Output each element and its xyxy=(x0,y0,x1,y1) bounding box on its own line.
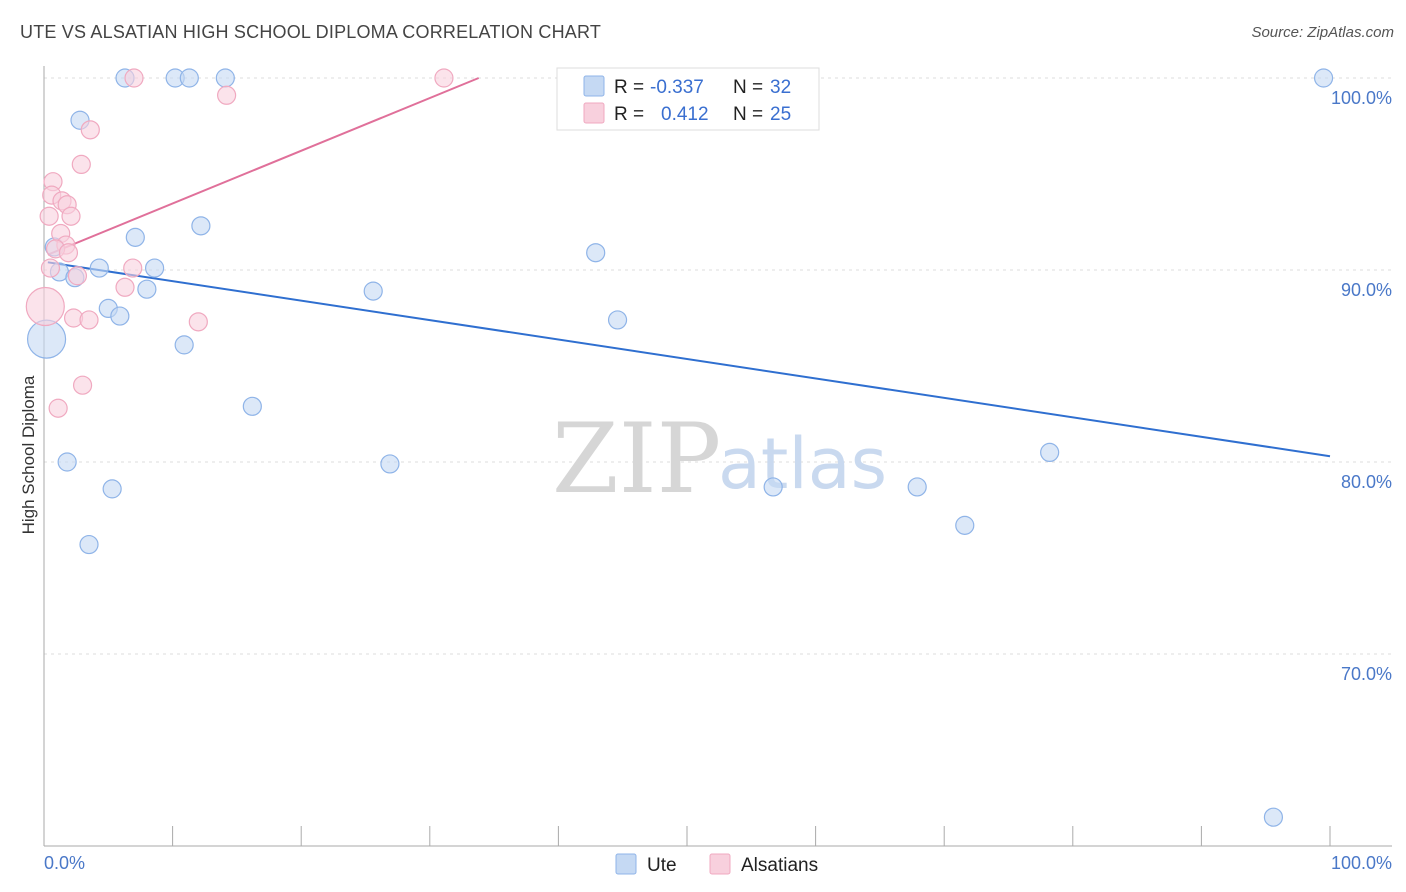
point-alsatians-23 xyxy=(72,375,93,395)
point-ute-5 xyxy=(1313,68,1334,88)
point-ute-24 xyxy=(380,454,400,474)
bottom-legend: Ute Alsatians xyxy=(615,853,818,876)
point-ute-27 xyxy=(763,477,783,497)
legend-n-label-ute: N = xyxy=(733,77,763,98)
legend-n-value-alsatians: 25 xyxy=(770,104,791,125)
point-alsatians-3 xyxy=(80,120,100,140)
legend-swatch-ute xyxy=(583,75,605,97)
point-alsatians-15 xyxy=(40,258,61,278)
point-alsatians-18 xyxy=(115,277,135,297)
point-ute-28 xyxy=(907,477,927,497)
watermark-atlas: atlas xyxy=(718,423,887,505)
point-ute-18 xyxy=(110,306,130,326)
point-alsatians-22 xyxy=(188,312,208,332)
y-tick-label-0: 100.0% xyxy=(1331,88,1392,108)
point-alsatians-17 xyxy=(67,266,88,286)
y-tick-label-2: 80.0% xyxy=(1341,472,1392,492)
legend-n-value-ute: 32 xyxy=(770,77,791,98)
data-points xyxy=(25,68,1334,827)
point-ute-2 xyxy=(179,68,199,88)
point-ute-3 xyxy=(215,68,235,88)
point-alsatians-2 xyxy=(217,85,237,105)
legend-r-value-alsatians: 0.412 xyxy=(661,104,709,125)
point-ute-10 xyxy=(586,243,606,263)
point-alsatians-4 xyxy=(71,154,91,174)
point-alsatians-9 xyxy=(39,206,59,226)
trend-lines xyxy=(47,77,1331,458)
point-ute-12 xyxy=(89,258,109,278)
point-ute-8 xyxy=(191,216,211,236)
point-alsatians-21 xyxy=(79,310,99,330)
bottom-legend-label-ute: Ute xyxy=(647,855,677,876)
point-ute-15 xyxy=(137,279,157,299)
legend: R = -0.337 N = 32 R = 0.412 N = 25 xyxy=(556,67,820,131)
point-alsatians-16 xyxy=(123,258,143,278)
point-ute-23 xyxy=(57,452,77,472)
point-ute-13 xyxy=(144,258,165,278)
point-alsatians-14 xyxy=(58,243,79,263)
legend-r-label-ute: R = xyxy=(614,77,644,98)
x-tick-label-right: 100.0% xyxy=(1331,853,1392,873)
point-ute-19 xyxy=(607,310,628,330)
point-ute-26 xyxy=(102,479,122,499)
watermark-zip: ZIP xyxy=(552,403,721,515)
legend-r-value-ute: -0.337 xyxy=(650,77,704,98)
grid xyxy=(44,77,1392,655)
trend-line-alsatians xyxy=(47,77,480,256)
point-ute-16 xyxy=(363,281,383,301)
point-ute-30 xyxy=(79,534,99,555)
point-ute-29 xyxy=(955,515,975,535)
bottom-legend-swatch-alsatians xyxy=(709,853,731,875)
point-alsatians-19 xyxy=(25,286,65,327)
point-alsatians-24 xyxy=(48,398,68,418)
bottom-legend-label-alsatians: Alsatians xyxy=(741,855,818,876)
point-alsatians-10 xyxy=(61,206,81,226)
legend-swatch-alsatians xyxy=(583,102,605,124)
y-tick-label-3: 70.0% xyxy=(1341,664,1392,684)
trend-line-ute xyxy=(47,261,1331,458)
point-ute-21 xyxy=(174,335,194,355)
watermark: ZIP atlas xyxy=(552,403,887,515)
legend-n-label-alsatians: N = xyxy=(733,104,763,125)
bottom-legend-swatch-ute xyxy=(615,853,637,875)
chart-title: UTE VS ALSATIAN HIGH SCHOOL DIPLOMA CORR… xyxy=(20,22,602,42)
y-tick-label-1: 90.0% xyxy=(1341,280,1392,300)
point-ute-31 xyxy=(1263,807,1284,827)
tick-labels: 0.0% 100.0% 100.0% 90.0% 80.0% 70.0% xyxy=(44,88,1392,873)
chart-source: Source: ZipAtlas.com xyxy=(1251,24,1394,41)
point-ute-25 xyxy=(1040,442,1060,462)
point-alsatians-1 xyxy=(434,68,454,88)
point-alsatians-0 xyxy=(124,68,144,88)
point-ute-22 xyxy=(242,396,262,416)
y-axis-label: High School Diploma xyxy=(19,375,38,534)
legend-r-label-alsatians: R = xyxy=(614,104,644,125)
x-tick-label-left: 0.0% xyxy=(44,853,85,873)
point-ute-7 xyxy=(125,227,145,247)
